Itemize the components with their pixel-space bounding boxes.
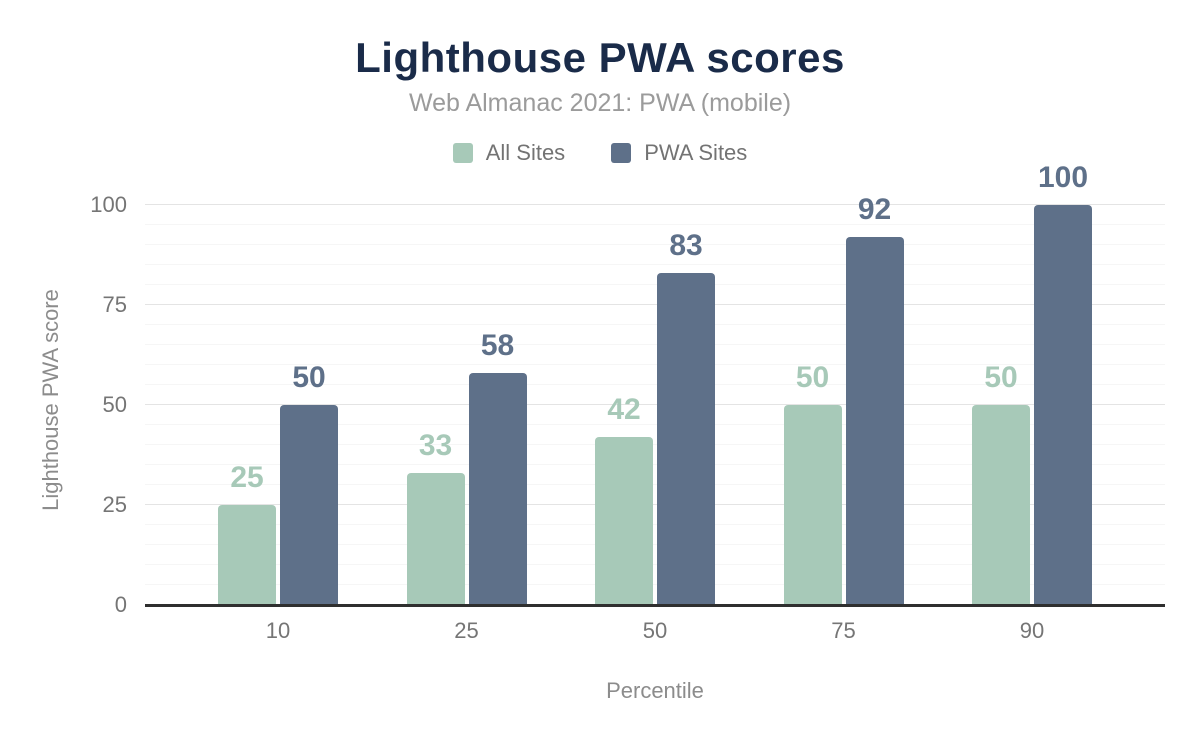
minor-gridline: [145, 264, 1165, 265]
y-tick-label: 25: [102, 492, 127, 517]
minor-gridline: [145, 464, 1165, 465]
major-gridline: [145, 304, 1165, 305]
bar-value-label: 83: [669, 229, 703, 262]
y-tick-label: 75: [102, 292, 127, 317]
bar-all-sites: 33: [406, 429, 465, 605]
bar-group-percentile-75: 50 92 75: [783, 193, 904, 643]
bar-value-label: 100: [1037, 161, 1089, 194]
bar-value-label: 50: [292, 361, 326, 394]
bar-pwa-sites: 100: [1034, 161, 1092, 605]
x-tick-label: 10: [265, 618, 291, 643]
minor-gridline: [145, 444, 1165, 445]
minor-gridline: [145, 244, 1165, 245]
bar-pwa-sites: 58: [468, 329, 527, 605]
legend-swatch-icon: [611, 143, 632, 163]
bar-group-percentile-10: 25 50 10: [218, 205, 338, 643]
legend-item-pwa-sites: PWA Sites: [611, 140, 747, 166]
minor-gridline: [145, 364, 1165, 365]
x-axis-line: [145, 604, 1165, 607]
legend-swatch-icon: [452, 143, 473, 163]
bar-all-sites: 50: [972, 361, 1030, 605]
bar-value-label: 25: [230, 461, 264, 494]
minor-gridline: [145, 484, 1165, 485]
y-tick-label: 100: [90, 192, 127, 217]
bar-pwa-sites: 92: [845, 193, 904, 605]
chart-subtitle: Web Almanac 2021: PWA (mobile): [408, 89, 792, 117]
bar-value-label: 42: [607, 393, 641, 426]
legend-item-all-sites: All Sites: [452, 140, 566, 166]
minor-gridline: [145, 284, 1165, 285]
minor-gridline: [145, 344, 1165, 345]
bar-pwa-sites: 50: [280, 361, 338, 605]
bar-pwa-sites: 83: [657, 229, 715, 605]
bar-group-percentile-90: 50 100 90: [972, 161, 1092, 643]
plot-area: 0 25 50 75 100 25 50 10 33 58 25 42 83 50 50 92 75 50 100…: [90, 161, 1165, 643]
y-tick-label: 50: [102, 392, 127, 417]
legend-label: PWA Sites: [644, 140, 748, 165]
bar-all-sites: 42: [595, 393, 653, 605]
x-tick-label: 75: [831, 618, 856, 643]
legend-label: All Sites: [485, 140, 566, 165]
minor-gridline: [145, 584, 1165, 585]
minor-gridline: [145, 384, 1165, 385]
bar-value-label: 50: [984, 361, 1018, 394]
legend: All Sites PWA Sites: [0, 140, 1200, 166]
bar-value-label: 58: [480, 329, 515, 362]
bar-value-label: 92: [857, 193, 892, 226]
chart-title: Lighthouse PWA scores: [355, 34, 845, 81]
minor-gridline: [145, 544, 1165, 545]
major-gridline: [145, 404, 1165, 405]
x-axis-title: Percentile: [606, 678, 704, 703]
major-gridline: [145, 204, 1165, 205]
bar-all-sites: 50: [783, 361, 842, 605]
bar-group-percentile-25: 33 58 25: [406, 205, 527, 643]
minor-gridline: [145, 224, 1165, 225]
x-tick-label: 90: [1019, 618, 1045, 643]
y-axis-title: Lighthouse PWA score: [38, 289, 63, 511]
major-gridline: [145, 504, 1165, 505]
bar-group-percentile-50: 42 83 50: [595, 205, 715, 643]
bar-all-sites: 25: [218, 461, 276, 605]
bar-value-label: 50: [795, 361, 830, 394]
y-tick-label: 0: [114, 592, 127, 617]
minor-gridline: [145, 524, 1165, 525]
bar-value-label: 33: [418, 429, 453, 462]
x-tick-label: 25: [454, 618, 479, 643]
minor-gridline: [145, 424, 1165, 425]
x-tick-label: 50: [642, 618, 668, 643]
minor-gridline: [145, 564, 1165, 565]
bar-groups: 25 50 10 33 58 25 42 83 50 50 92 75 50 100 90: [145, 161, 1165, 643]
minor-gridline: [145, 324, 1165, 325]
